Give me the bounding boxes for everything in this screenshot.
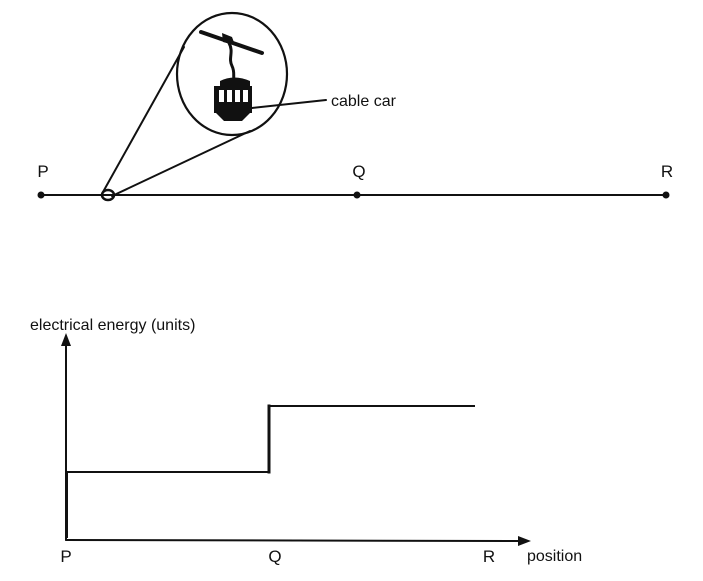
station-q-dot bbox=[353, 191, 361, 199]
station-q-label: Q bbox=[352, 162, 365, 181]
y-axis-label: electrical energy (units) bbox=[30, 317, 195, 334]
x-axis bbox=[65, 539, 520, 542]
x-axis-label: position bbox=[527, 548, 582, 565]
zoom-circle bbox=[175, 11, 289, 137]
cable-car-label: cable car bbox=[331, 93, 397, 110]
x-tick-q: Q bbox=[268, 547, 281, 566]
station-r-label: R bbox=[661, 162, 673, 181]
station-p-dot bbox=[37, 191, 45, 199]
callout-leader-line bbox=[251, 99, 327, 109]
x-tick-p: P bbox=[60, 547, 71, 566]
energy-graph: electrical energy (units) P Q R position bbox=[30, 317, 582, 566]
cable-car-icon bbox=[199, 30, 264, 121]
station-p-label: P bbox=[37, 162, 48, 181]
zoom-line-lower bbox=[111, 130, 251, 197]
x-tick-r: R bbox=[483, 547, 495, 566]
zoom-line-upper bbox=[102, 46, 185, 193]
x-axis-arrowhead bbox=[518, 536, 531, 546]
y-axis-arrowhead bbox=[61, 333, 71, 346]
plot-area bbox=[66, 404, 475, 538]
cable-track-diagram: P Q R bbox=[37, 11, 673, 202]
zoom-bubble bbox=[175, 11, 289, 137]
station-r-dot bbox=[662, 191, 670, 199]
